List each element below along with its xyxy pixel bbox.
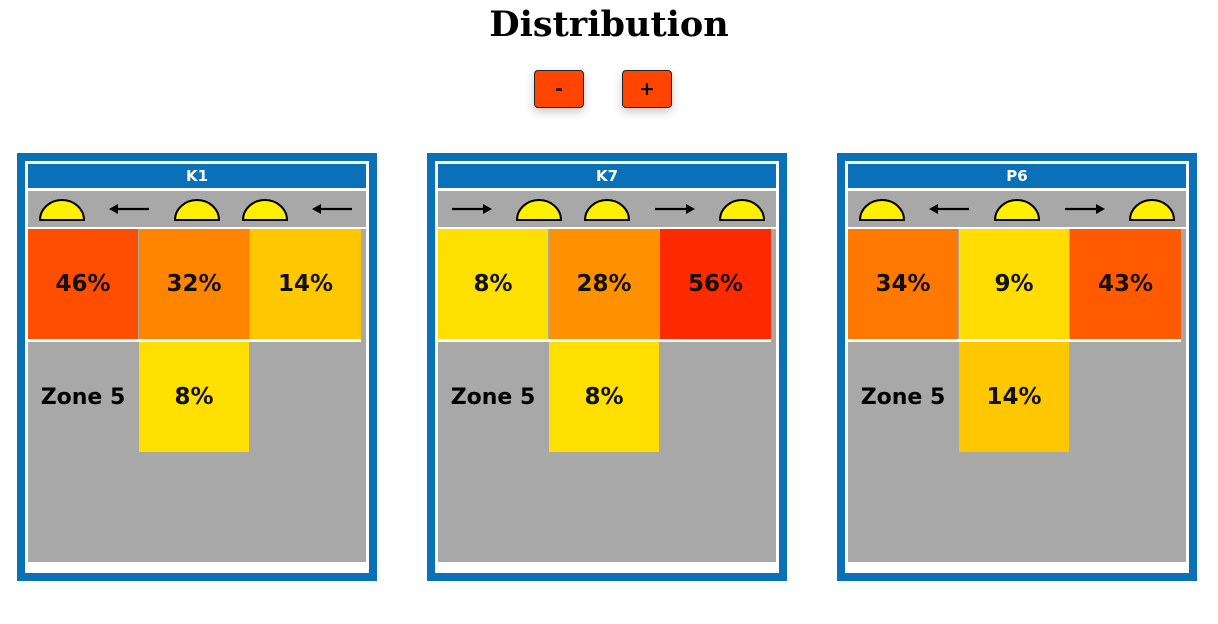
dome-icon <box>163 191 231 227</box>
zone-cell: 28% <box>549 229 659 339</box>
zone-cell: 43% <box>1070 229 1181 339</box>
zone-grid: 34% 9% 43% Zone 5 14% <box>848 229 1186 562</box>
zone-cell: 8% <box>139 342 249 452</box>
zone-cell: 8% <box>549 342 659 452</box>
distribution-panel: P6 34% 9% 43% Zone 5 14% <box>837 153 1197 581</box>
dome-icon <box>28 191 96 227</box>
distribution-panel: K1 46% 32% 14% Zone 5 8% <box>17 153 377 581</box>
panel-header: K7 <box>438 164 776 188</box>
arrow-right-icon <box>438 191 506 227</box>
zone-grid: 46% 32% 14% Zone 5 8% <box>28 229 366 562</box>
row-divider <box>848 339 1181 342</box>
row-divider <box>28 339 361 342</box>
dome-icon <box>708 191 776 227</box>
zoom-in-button[interactable]: + <box>622 70 672 108</box>
zone-cell: 34% <box>848 229 958 339</box>
icon-row <box>28 191 366 227</box>
dome-icon <box>573 191 641 227</box>
zone-cell: 14% <box>250 229 361 339</box>
zone-label: Zone 5 <box>40 384 126 410</box>
dome-icon <box>506 191 574 227</box>
zone-cell: 32% <box>139 229 249 339</box>
zone-cell: 9% <box>959 229 1069 339</box>
dome-icon <box>848 191 916 227</box>
zone-label: Zone 5 <box>860 384 946 410</box>
dome-icon <box>983 191 1051 227</box>
arrow-left-icon <box>96 191 164 227</box>
panel-body: K7 8% 28% 56% Zone 5 8% <box>435 161 779 573</box>
distribution-panel: K7 8% 28% 56% Zone 5 8% <box>427 153 787 581</box>
row-divider <box>438 339 771 342</box>
zone-cell: 8% <box>438 229 548 339</box>
zoom-out-button[interactable]: - <box>534 70 584 108</box>
panel-header: P6 <box>848 164 1186 188</box>
zone-grid: 8% 28% 56% Zone 5 8% <box>438 229 776 562</box>
dome-icon <box>1118 191 1186 227</box>
panel-body: K1 46% 32% 14% Zone 5 8% <box>25 161 369 573</box>
panel-header: K1 <box>28 164 366 188</box>
dome-icon <box>231 191 299 227</box>
arrow-left-icon <box>916 191 984 227</box>
zone-label: Zone 5 <box>450 384 536 410</box>
zone-cell: 46% <box>28 229 138 339</box>
icon-row <box>848 191 1186 227</box>
page-title: Distribution <box>489 4 729 45</box>
zone-cell: 56% <box>660 229 771 339</box>
zone-cell: 14% <box>959 342 1069 452</box>
icon-row <box>438 191 776 227</box>
arrow-right-icon <box>641 191 709 227</box>
arrow-right-icon <box>1051 191 1119 227</box>
panel-body: P6 34% 9% 43% Zone 5 14% <box>845 161 1189 573</box>
arrow-left-icon <box>298 191 366 227</box>
